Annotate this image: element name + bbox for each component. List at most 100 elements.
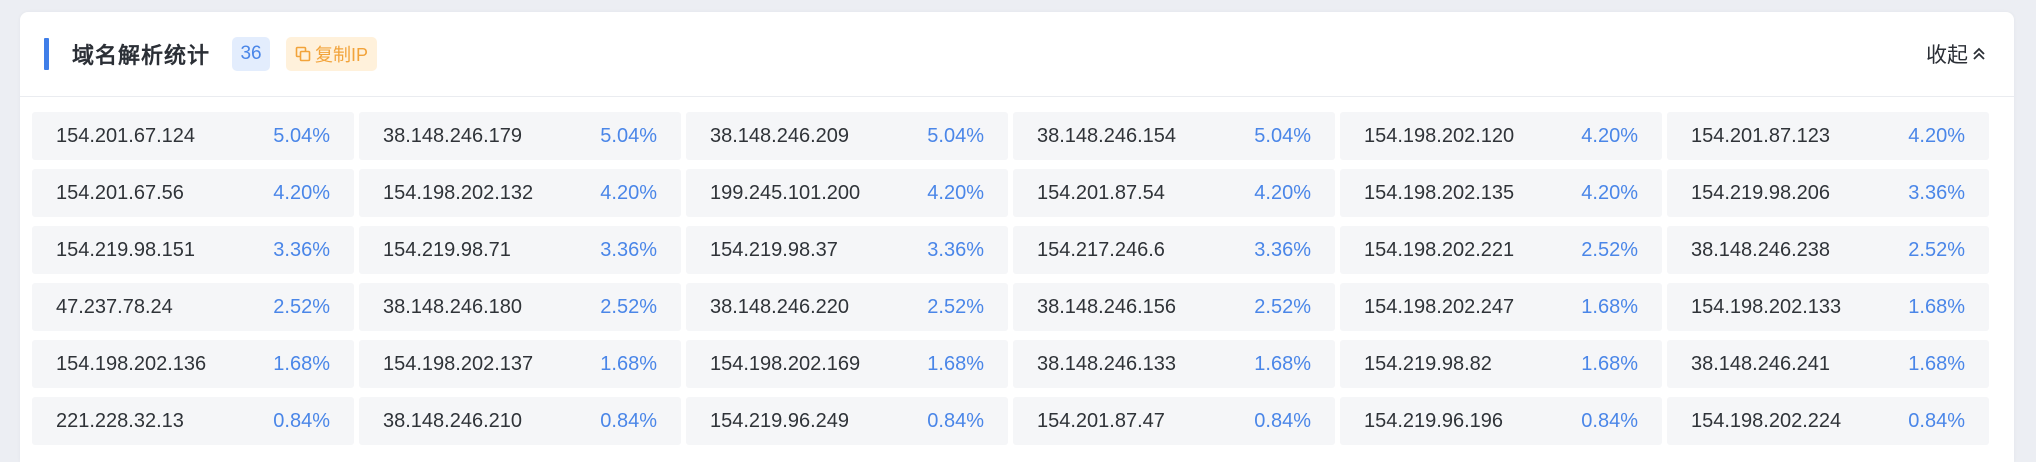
ip-stat-item[interactable]: 154.198.202.135 4.20% bbox=[1340, 169, 1662, 217]
ip-stat-item[interactable]: 154.219.96.249 0.84% bbox=[686, 397, 1008, 445]
ip-address: 154.198.202.133 bbox=[1691, 295, 1842, 318]
ip-address: 154.198.202.247 bbox=[1364, 295, 1515, 318]
ip-stat-item[interactable]: 154.198.202.133 1.68% bbox=[1667, 283, 1989, 331]
ip-stat-item[interactable]: 154.198.202.137 1.68% bbox=[359, 340, 681, 388]
ip-percentage: 5.04% bbox=[927, 124, 984, 147]
ip-address: 38.148.246.220 bbox=[710, 295, 850, 318]
ip-address: 154.198.202.221 bbox=[1364, 238, 1515, 261]
ip-percentage: 4.20% bbox=[1581, 181, 1638, 204]
ip-address: 154.198.202.136 bbox=[56, 352, 207, 375]
ip-stat-item[interactable]: 154.201.87.123 4.20% bbox=[1667, 112, 1989, 160]
ip-percentage: 2.52% bbox=[1254, 295, 1311, 318]
ip-percentage: 5.04% bbox=[600, 124, 657, 147]
ip-address: 154.219.96.249 bbox=[710, 409, 850, 432]
ip-percentage: 2.52% bbox=[1581, 238, 1638, 261]
ip-stat-item[interactable]: 154.198.202.224 0.84% bbox=[1667, 397, 1989, 445]
ip-address: 154.201.67.56 bbox=[56, 181, 184, 204]
ip-address: 38.148.246.154 bbox=[1037, 124, 1177, 147]
title-accent-bar bbox=[44, 38, 49, 70]
ip-percentage: 2.52% bbox=[273, 295, 330, 318]
ip-percentage: 1.68% bbox=[600, 352, 657, 375]
ip-stat-item[interactable]: 38.148.246.241 1.68% bbox=[1667, 340, 1989, 388]
ip-address: 154.198.202.120 bbox=[1364, 124, 1515, 147]
collapse-label: 收起 bbox=[1926, 44, 1968, 67]
ip-stat-item[interactable]: 38.148.246.179 5.04% bbox=[359, 112, 681, 160]
ip-address: 38.148.246.238 bbox=[1691, 238, 1831, 261]
ip-percentage: 4.20% bbox=[927, 181, 984, 204]
ip-stat-item[interactable]: 38.148.246.180 2.52% bbox=[359, 283, 681, 331]
ip-address: 38.148.246.209 bbox=[710, 124, 850, 147]
ip-percentage: 0.84% bbox=[1581, 409, 1638, 432]
ip-percentage: 0.84% bbox=[927, 409, 984, 432]
ip-address: 154.198.202.135 bbox=[1364, 181, 1515, 204]
ip-stat-item[interactable]: 154.201.87.47 0.84% bbox=[1013, 397, 1335, 445]
ip-stat-item[interactable]: 199.245.101.200 4.20% bbox=[686, 169, 1008, 217]
copy-ip-button[interactable]: 复制IP bbox=[286, 37, 378, 71]
ip-stat-item[interactable]: 154.219.98.151 3.36% bbox=[32, 226, 354, 274]
ip-stat-item[interactable]: 154.217.246.6 3.36% bbox=[1013, 226, 1335, 274]
ip-address: 154.201.87.54 bbox=[1037, 181, 1165, 204]
ip-stat-item[interactable]: 154.201.67.124 5.04% bbox=[32, 112, 354, 160]
ip-stat-item[interactable]: 154.219.98.71 3.36% bbox=[359, 226, 681, 274]
ip-stat-item[interactable]: 154.198.202.120 4.20% bbox=[1340, 112, 1662, 160]
ip-address: 38.148.246.156 bbox=[1037, 295, 1177, 318]
ip-percentage: 1.68% bbox=[1254, 352, 1311, 375]
ip-stat-item[interactable]: 38.148.246.238 2.52% bbox=[1667, 226, 1989, 274]
ip-address: 154.198.202.137 bbox=[383, 352, 534, 375]
ip-percentage: 1.68% bbox=[927, 352, 984, 375]
ip-percentage: 0.84% bbox=[600, 409, 657, 432]
ip-stat-item[interactable]: 221.228.32.13 0.84% bbox=[32, 397, 354, 445]
ip-percentage: 2.52% bbox=[1908, 238, 1965, 261]
ip-address: 38.148.246.179 bbox=[383, 124, 523, 147]
ip-stat-item[interactable]: 154.219.98.82 1.68% bbox=[1340, 340, 1662, 388]
collapse-button[interactable]: 收起 bbox=[1926, 12, 1986, 96]
ip-stat-item[interactable]: 154.198.202.169 1.68% bbox=[686, 340, 1008, 388]
chevron-double-up-icon bbox=[1973, 47, 1985, 60]
ip-stat-item[interactable]: 154.198.202.132 4.20% bbox=[359, 169, 681, 217]
ip-stat-item[interactable]: 38.148.246.133 1.68% bbox=[1013, 340, 1335, 388]
ip-stat-item[interactable]: 38.148.246.220 2.52% bbox=[686, 283, 1008, 331]
ip-stat-item[interactable]: 38.148.246.154 5.04% bbox=[1013, 112, 1335, 160]
ip-address: 154.219.98.151 bbox=[56, 238, 196, 261]
ip-percentage: 4.20% bbox=[273, 181, 330, 204]
ip-percentage: 1.68% bbox=[273, 352, 330, 375]
ip-count-badge: 36 bbox=[232, 37, 271, 71]
ip-percentage: 4.20% bbox=[1908, 124, 1965, 147]
ip-address: 154.201.87.123 bbox=[1691, 124, 1831, 147]
ip-address: 38.148.246.210 bbox=[383, 409, 523, 432]
ip-address: 38.148.246.180 bbox=[383, 295, 523, 318]
ip-stat-item[interactable]: 154.198.202.247 1.68% bbox=[1340, 283, 1662, 331]
ip-address: 38.148.246.241 bbox=[1691, 352, 1831, 375]
copy-ip-label: 复制IP bbox=[315, 45, 369, 65]
card-title: 域名解析统计 bbox=[72, 43, 211, 68]
ip-percentage: 1.68% bbox=[1581, 352, 1638, 375]
ip-percentage: 0.84% bbox=[1254, 409, 1311, 432]
ip-address: 154.219.98.206 bbox=[1691, 181, 1831, 204]
ip-stat-item[interactable]: 154.201.87.54 4.20% bbox=[1013, 169, 1335, 217]
ip-stat-item[interactable]: 154.219.96.196 0.84% bbox=[1340, 397, 1662, 445]
ip-address: 154.219.98.82 bbox=[1364, 352, 1492, 375]
ip-stat-item[interactable]: 154.201.67.56 4.20% bbox=[32, 169, 354, 217]
ip-stat-item[interactable]: 47.237.78.24 2.52% bbox=[32, 283, 354, 331]
ip-address: 154.219.98.71 bbox=[383, 238, 511, 261]
ip-stat-item[interactable]: 154.219.98.37 3.36% bbox=[686, 226, 1008, 274]
ip-stats-grid: 154.201.67.124 5.04% 38.148.246.179 5.04% 38… bbox=[32, 112, 1989, 445]
ip-stat-item[interactable]: 38.148.246.156 2.52% bbox=[1013, 283, 1335, 331]
copy-icon bbox=[295, 46, 311, 62]
ip-stat-item[interactable]: 154.219.98.206 3.36% bbox=[1667, 169, 1989, 217]
ip-percentage: 3.36% bbox=[600, 238, 657, 261]
ip-address: 47.237.78.24 bbox=[56, 295, 173, 318]
ip-percentage: 4.20% bbox=[600, 181, 657, 204]
dns-stats-card: 域名解析统计 36 复制IP 收起 154.201.67.124 5.04% 38.… bbox=[20, 12, 2014, 462]
ip-percentage: 0.84% bbox=[1908, 409, 1965, 432]
ip-percentage: 5.04% bbox=[273, 124, 330, 147]
ip-address: 154.219.98.37 bbox=[710, 238, 838, 261]
ip-percentage: 1.68% bbox=[1908, 295, 1965, 318]
ip-stat-item[interactable]: 38.148.246.209 5.04% bbox=[686, 112, 1008, 160]
ip-stat-item[interactable]: 154.198.202.221 2.52% bbox=[1340, 226, 1662, 274]
ip-stat-item[interactable]: 154.198.202.136 1.68% bbox=[32, 340, 354, 388]
ip-percentage: 1.68% bbox=[1581, 295, 1638, 318]
ip-stat-item[interactable]: 38.148.246.210 0.84% bbox=[359, 397, 681, 445]
ip-address: 154.198.202.169 bbox=[710, 352, 861, 375]
ip-percentage: 3.36% bbox=[1254, 238, 1311, 261]
